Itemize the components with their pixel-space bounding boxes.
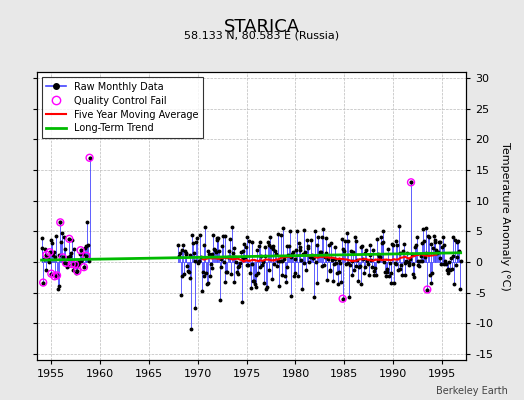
- Point: [77, 247, 85, 254]
- Point: [53, 272, 61, 279]
- Text: STARICA: STARICA: [224, 18, 300, 36]
- Point: [50, 273, 59, 280]
- Text: 58.133 N, 80.583 E (Russia): 58.133 N, 80.583 E (Russia): [184, 30, 340, 40]
- Point: [85, 154, 94, 161]
- Point: [71, 261, 79, 268]
- Legend: Raw Monthly Data, Quality Control Fail, Five Year Moving Average, Long-Term Tren: Raw Monthly Data, Quality Control Fail, …: [41, 77, 203, 138]
- Y-axis label: Temperature Anomaly (°C): Temperature Anomaly (°C): [500, 142, 510, 290]
- Point: [339, 296, 347, 302]
- Point: [59, 254, 67, 260]
- Text: Berkeley Earth: Berkeley Earth: [436, 386, 508, 396]
- Point: [68, 261, 76, 267]
- Point: [47, 270, 56, 277]
- Point: [73, 268, 82, 274]
- Point: [56, 219, 64, 226]
- Point: [62, 260, 70, 266]
- Point: [65, 236, 73, 242]
- Point: [423, 286, 431, 293]
- Point: [46, 249, 54, 256]
- Point: [80, 264, 88, 270]
- Point: [42, 252, 51, 258]
- Point: [407, 179, 415, 186]
- Point: [82, 252, 91, 259]
- Point: [39, 279, 47, 286]
